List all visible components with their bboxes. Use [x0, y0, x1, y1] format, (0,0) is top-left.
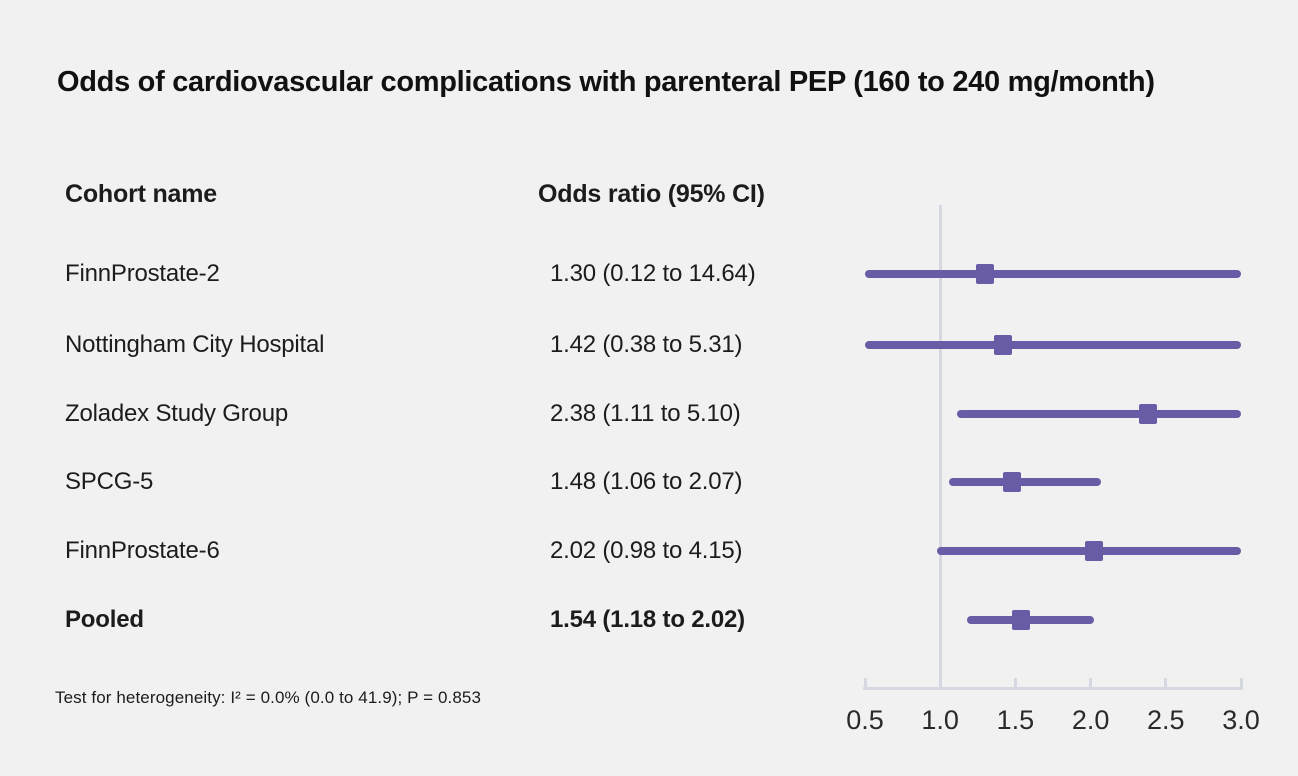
odds-ratio-value: 1.42 (0.38 to 5.31) [550, 331, 743, 358]
x-axis-tick-label: 1.0 [921, 705, 959, 735]
point-estimate-marker [976, 264, 995, 284]
cohort-label: FinnProstate-6 [65, 537, 220, 564]
confidence-interval-line [865, 341, 1241, 349]
reference-line [938, 205, 942, 690]
confidence-interval-line [865, 270, 1241, 278]
cohort-label: Nottingham City Hospital [65, 331, 325, 358]
confidence-interval-line [956, 410, 1241, 418]
x-axis-tick-label: 3.0 [1222, 705, 1260, 735]
odds-ratio-value: 2.38 (1.11 to 5.10) [550, 400, 741, 427]
x-axis-tick [863, 678, 867, 690]
odds-ratio-value: 2.02 (0.98 to 4.15) [550, 537, 743, 564]
point-estimate-marker [994, 335, 1013, 355]
x-axis-tick [1164, 678, 1168, 690]
x-axis-tick [1089, 678, 1093, 690]
odds-ratio-value: 1.30 (0.12 to 14.64) [550, 260, 756, 287]
x-axis-tick-label: 2.0 [1071, 705, 1110, 735]
point-estimate-marker [1084, 541, 1103, 561]
odds-ratio-column-header: Odds ratio (95% CI) [538, 180, 765, 208]
cohort-label: SPCG-5 [65, 468, 154, 495]
point-estimate-marker [1003, 472, 1022, 492]
x-axis-tick [1239, 678, 1243, 690]
x-axis-tick [1013, 678, 1017, 690]
figure-title: Odds of cardiovascular complications wit… [57, 66, 1155, 98]
confidence-interval-line [949, 478, 1102, 486]
odds-ratio-value: 1.48 (1.06 to 2.07) [550, 468, 743, 495]
x-axis-tick-label: 2.5 [1147, 705, 1185, 735]
point-estimate-marker [1138, 404, 1157, 424]
x-axis-tick-label: 0.5 [846, 705, 884, 735]
confidence-interval-line [967, 616, 1094, 624]
x-axis-line [863, 687, 1243, 690]
point-estimate-marker [1012, 610, 1031, 630]
cohort-label: Pooled [65, 606, 144, 633]
cohort-label: Zoladex Study Group [65, 400, 288, 427]
heterogeneity-footnote: Test for heterogeneity: I² = 0.0% (0.0 t… [55, 688, 482, 707]
cohort-column-header: Cohort name [65, 180, 217, 208]
x-axis-tick-label: 1.5 [996, 705, 1035, 735]
cohort-label: FinnProstate-2 [65, 260, 220, 287]
odds-ratio-value: 1.54 (1.18 to 2.02) [550, 606, 745, 633]
